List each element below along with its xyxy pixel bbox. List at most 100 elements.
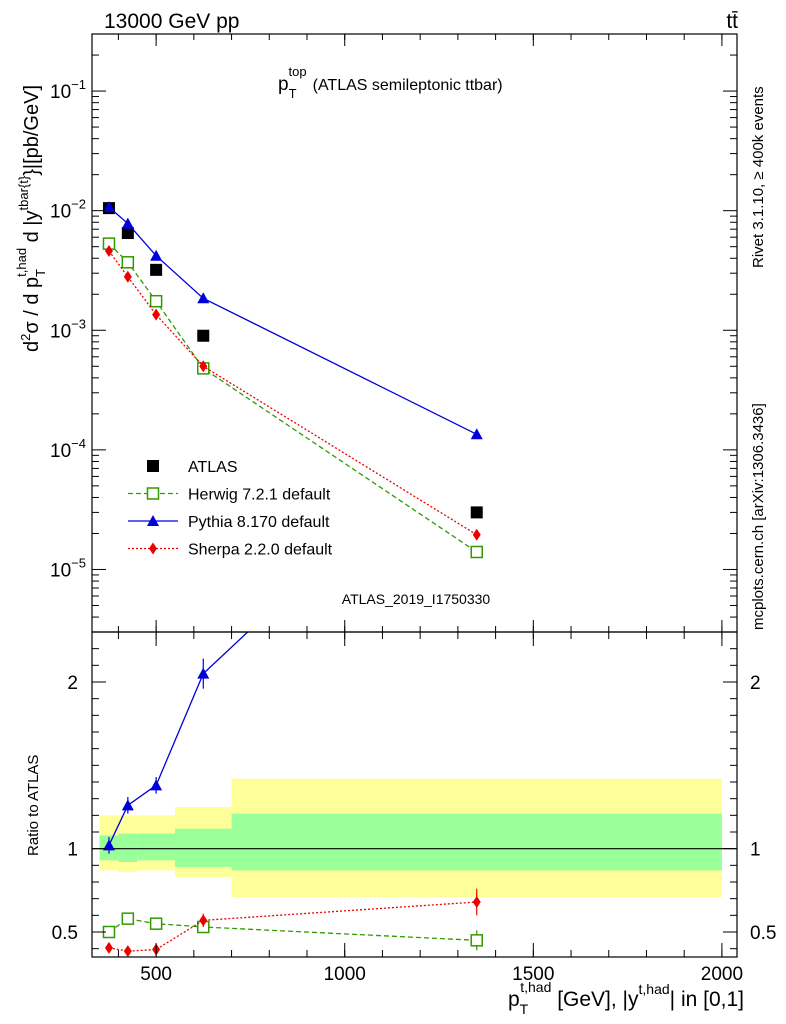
main-series-layer [102, 201, 483, 559]
legend-marker-pythia [147, 515, 159, 526]
ylabel-sup2: 2 [18, 334, 33, 341]
y-tick-label: 10−3 [50, 316, 86, 342]
legend-label-herwig: Herwig 7.2.1 default [188, 487, 331, 504]
ratio-point-pythia [260, 609, 272, 620]
title-sup: top [289, 64, 307, 79]
point-pythia [150, 249, 163, 261]
ratio-ticks [92, 632, 737, 957]
ylabel-rest1: d |y [21, 211, 43, 248]
y-tick-label: 10−4 [50, 436, 86, 462]
point-sherpa [104, 244, 113, 257]
point-atlas [150, 263, 163, 276]
rivet-label: Rivet 3.1.10, ≥ 400k events [750, 86, 767, 268]
point-herwig [470, 545, 483, 559]
ylabel-suptbar: tbar{t} [16, 175, 31, 210]
y-tick-base: 10 [50, 441, 71, 462]
process-label: tt̄ [726, 10, 738, 33]
main-title: pTtop (ATLAS semileptonic ttbar) [278, 64, 503, 101]
point-pythia [121, 217, 134, 229]
ratio-y-tick-label: 2 [67, 673, 78, 694]
ratio-line-herwig [108, 917, 477, 941]
main-y-label: d2σ / d pTt,had d |ytbar{t}}|[pb/GeV] [14, 85, 48, 352]
title-rest: (ATLAS semileptonic ttbar) [313, 77, 503, 94]
point-sherpa [123, 270, 132, 283]
point-atlas [197, 329, 210, 342]
y-tick-base: 10 [50, 202, 71, 223]
mcplots-label: mcplots.cern.ch [arXiv:1306.3436] [750, 403, 767, 630]
y-tick-base: 10 [50, 560, 71, 581]
ratio-y-label: Ratio to ATLAS [25, 755, 42, 856]
point-sherpa [199, 360, 208, 373]
xlabel-sup2: t,had [639, 981, 670, 997]
band-inner [174, 828, 232, 867]
y-tick-base: 10 [50, 82, 71, 103]
y-tick-exp: −5 [71, 555, 86, 570]
ratio-point-sherpa [472, 896, 481, 908]
ratio-point-sherpa [104, 941, 113, 954]
y-tick-exp: −1 [71, 77, 86, 92]
legend: ATLAS Herwig 7.2.1 default Pythia 8.170 de… [128, 459, 333, 559]
band-inner [137, 833, 175, 861]
y-tick-base: 10 [50, 321, 71, 342]
main-ticks [92, 34, 737, 633]
legend-marker-sherpa [149, 542, 157, 555]
y-tick-exp: −3 [71, 316, 86, 331]
ylabel-suphad: t,had [14, 248, 29, 277]
band-inner [118, 833, 138, 862]
xlabel-end: | in [0,1] [670, 988, 744, 1011]
ratio-point-pythia [102, 839, 115, 851]
ratio-point-herwig [470, 934, 483, 947]
ratio-point-herwig [149, 917, 163, 930]
ratio-point-herwig [121, 912, 135, 925]
ratio-y-tick-label: 0.5 [52, 923, 78, 944]
line-sherpa [108, 250, 478, 536]
point-sherpa [152, 308, 161, 321]
ratio-point-sherpa [123, 945, 132, 957]
legend-label-sherpa: Sherpa 2.2.0 default [188, 542, 333, 559]
legend-marker-atlas [147, 460, 159, 472]
point-herwig [121, 256, 135, 269]
main-panel: 10−110−210−310−410−5 pTtop(ATLAS semilep… [14, 33, 738, 633]
ratio-y-tick-label-right: 0.5 [750, 923, 776, 944]
y-tick-exp: −2 [71, 197, 86, 212]
ratio-point-pythia [150, 779, 163, 791]
x-tick-label: 1000 [324, 964, 366, 985]
point-pythia [470, 428, 483, 440]
ylabel-rest2: }|[pb/GeV] [21, 85, 43, 176]
main-y-tick-labels: 10−110−210−310−410−5 [50, 77, 86, 581]
x-tick-labels: 500 1000 1500 2000 [140, 964, 743, 985]
ratio-panel: 0.5 0.5 1 1 2 2 500 1000 1500 2000 Ratio to ATLA… [25, 609, 777, 1017]
ratio-frame [91, 631, 738, 958]
ratio-point-pythia [197, 667, 210, 679]
ratio-line-sherpa [108, 901, 477, 952]
ratio-y-tick-label-right: 1 [750, 840, 761, 861]
y-tick-label: 10−5 [50, 555, 86, 581]
point-sherpa [472, 528, 481, 541]
analysis-id: ATLAS_2019_I1750330 [342, 591, 491, 607]
x-tick-label: 500 [140, 964, 172, 985]
xlabel-p: p [508, 988, 520, 1011]
legend-marker-herwig [146, 487, 160, 500]
ratio-y-tick-label: 1 [67, 840, 78, 861]
line-pythia [108, 206, 478, 435]
ylabel-sigma: σ / d p [21, 277, 43, 334]
ylabel-subT: T [33, 269, 48, 277]
point-atlas [121, 227, 134, 240]
ratio-y-tick-label-right: 2 [750, 673, 761, 694]
y-tick-label: 10−1 [50, 77, 86, 103]
point-herwig [149, 294, 163, 308]
y-tick-label: 10−2 [50, 197, 86, 223]
title-sub: T [289, 86, 297, 101]
x-tick-label: 1500 [512, 964, 554, 985]
xlabel-mid: [GeV], |y [551, 988, 639, 1011]
point-pythia [102, 201, 115, 213]
line-herwig [108, 243, 478, 553]
legend-label-atlas: ATLAS [188, 459, 238, 476]
legend-label-pythia: Pythia 8.170 default [188, 514, 330, 531]
x-axis-label: pTt,had [GeV], |yt,had| in [0,1] [508, 979, 744, 1017]
point-atlas [470, 506, 483, 519]
x-tick-label: 2000 [701, 964, 743, 985]
ratio-point-pythia [121, 799, 134, 811]
ratio-y-tick-labels: 0.5 0.5 1 1 2 2 [52, 673, 777, 944]
